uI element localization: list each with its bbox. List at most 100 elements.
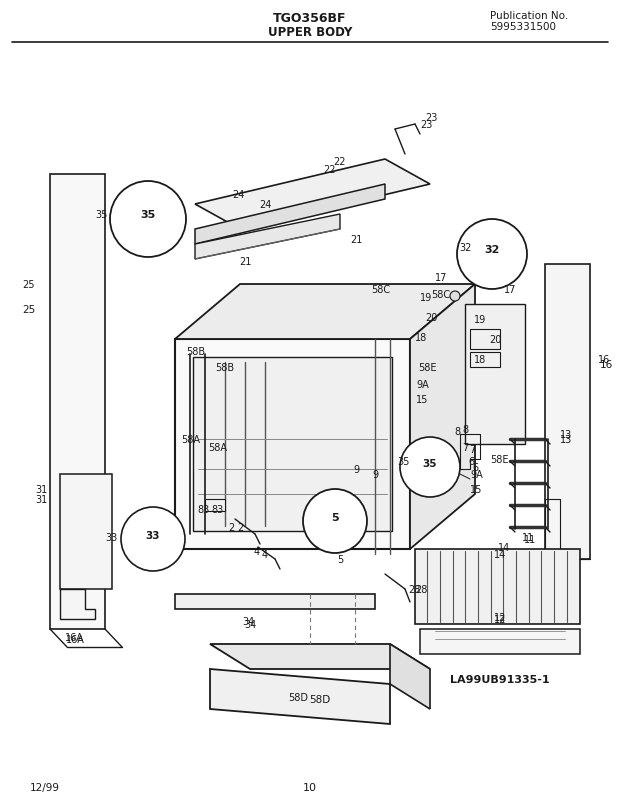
- Text: 25: 25: [22, 304, 35, 315]
- Bar: [423, 472, 428, 479]
- Text: 20: 20: [489, 335, 501, 344]
- Polygon shape: [415, 549, 580, 624]
- Bar: [143, 544, 150, 552]
- Text: 17: 17: [435, 273, 448, 283]
- Polygon shape: [210, 644, 430, 669]
- Bar: [470, 353, 500, 368]
- Text: 21: 21: [239, 257, 251, 267]
- Text: 58C: 58C: [431, 290, 450, 300]
- Polygon shape: [210, 669, 390, 724]
- Polygon shape: [50, 175, 105, 630]
- Text: 9: 9: [372, 470, 378, 479]
- Text: 33: 33: [106, 532, 118, 542]
- Text: 20: 20: [425, 312, 437, 323]
- Text: 6: 6: [468, 456, 474, 467]
- Bar: [140, 224, 146, 232]
- Polygon shape: [193, 357, 392, 532]
- Text: 58E: 58E: [490, 454, 508, 464]
- Text: 16: 16: [600, 360, 613, 369]
- Polygon shape: [410, 284, 475, 549]
- Polygon shape: [545, 499, 590, 560]
- Text: 21: 21: [350, 234, 362, 245]
- Text: 11: 11: [524, 534, 536, 544]
- Text: 7: 7: [469, 444, 475, 454]
- Text: 58C: 58C: [371, 284, 390, 295]
- Text: 2: 2: [229, 522, 235, 532]
- Polygon shape: [420, 630, 580, 654]
- Bar: [140, 542, 162, 556]
- Bar: [496, 259, 504, 269]
- Bar: [420, 471, 438, 483]
- Text: 10: 10: [303, 782, 317, 792]
- Text: 4: 4: [262, 549, 268, 560]
- Text: 22: 22: [324, 165, 336, 175]
- Text: 58D: 58D: [309, 694, 330, 704]
- Text: 14: 14: [494, 549, 506, 560]
- Text: 23: 23: [420, 120, 432, 130]
- Text: Publication No.: Publication No.: [490, 11, 569, 21]
- Text: 11: 11: [522, 532, 534, 542]
- Text: 15: 15: [470, 484, 482, 495]
- Text: 5: 5: [337, 554, 343, 565]
- Text: 18: 18: [474, 355, 486, 365]
- Text: 34: 34: [244, 619, 256, 630]
- Text: 19: 19: [474, 315, 486, 324]
- Text: 35: 35: [423, 459, 437, 468]
- Text: 28: 28: [408, 585, 420, 594]
- Circle shape: [303, 489, 367, 553]
- Text: UPPER BODY: UPPER BODY: [268, 26, 352, 39]
- Text: 9A: 9A: [416, 380, 429, 389]
- Text: 8: 8: [462, 425, 468, 434]
- Bar: [478, 257, 503, 273]
- Text: 58D: 58D: [288, 692, 308, 702]
- Polygon shape: [195, 214, 340, 259]
- Text: 58B: 58B: [215, 362, 234, 373]
- Text: 32: 32: [459, 243, 472, 253]
- Circle shape: [110, 181, 186, 258]
- Text: 31: 31: [36, 484, 48, 495]
- Text: 33: 33: [146, 530, 160, 540]
- Text: 58E: 58E: [418, 362, 436, 373]
- Polygon shape: [175, 340, 410, 549]
- Circle shape: [400, 438, 460, 497]
- Text: 8: 8: [454, 426, 460, 437]
- Bar: [470, 329, 500, 349]
- Polygon shape: [60, 475, 112, 589]
- Text: 15: 15: [416, 394, 428, 405]
- Text: 14: 14: [498, 542, 510, 552]
- Polygon shape: [175, 284, 475, 340]
- Text: 4: 4: [254, 546, 260, 556]
- Polygon shape: [465, 304, 525, 444]
- Text: 12: 12: [494, 612, 506, 622]
- Polygon shape: [195, 185, 385, 245]
- Text: 12: 12: [494, 614, 506, 624]
- Text: LA99UB91335-1: LA99UB91335-1: [450, 675, 549, 684]
- Polygon shape: [60, 589, 95, 619]
- Text: 83: 83: [198, 504, 210, 515]
- Polygon shape: [390, 644, 430, 709]
- Text: 16A: 16A: [65, 632, 84, 642]
- Text: 5995331500: 5995331500: [490, 22, 556, 32]
- Text: 23: 23: [425, 113, 437, 123]
- Text: 24: 24: [232, 190, 244, 200]
- Text: 6: 6: [472, 463, 478, 472]
- Text: 13: 13: [560, 434, 572, 444]
- Text: 24: 24: [259, 200, 271, 210]
- Text: 25: 25: [22, 279, 35, 290]
- Text: 17: 17: [504, 284, 516, 295]
- Circle shape: [121, 507, 185, 571]
- Text: 5: 5: [331, 512, 339, 522]
- Text: 16: 16: [598, 355, 610, 365]
- Text: 83: 83: [212, 504, 224, 515]
- Text: 58A: 58A: [181, 434, 200, 444]
- Text: 22: 22: [334, 157, 346, 167]
- Text: 19: 19: [420, 292, 432, 303]
- Text: 58A: 58A: [208, 442, 227, 452]
- Polygon shape: [545, 265, 590, 560]
- Text: 2: 2: [237, 522, 243, 532]
- Text: 13: 13: [560, 430, 572, 439]
- Text: 34: 34: [242, 616, 254, 626]
- Text: 16A: 16A: [66, 634, 84, 644]
- Text: 12/99: 12/99: [30, 782, 60, 792]
- Bar: [205, 499, 225, 512]
